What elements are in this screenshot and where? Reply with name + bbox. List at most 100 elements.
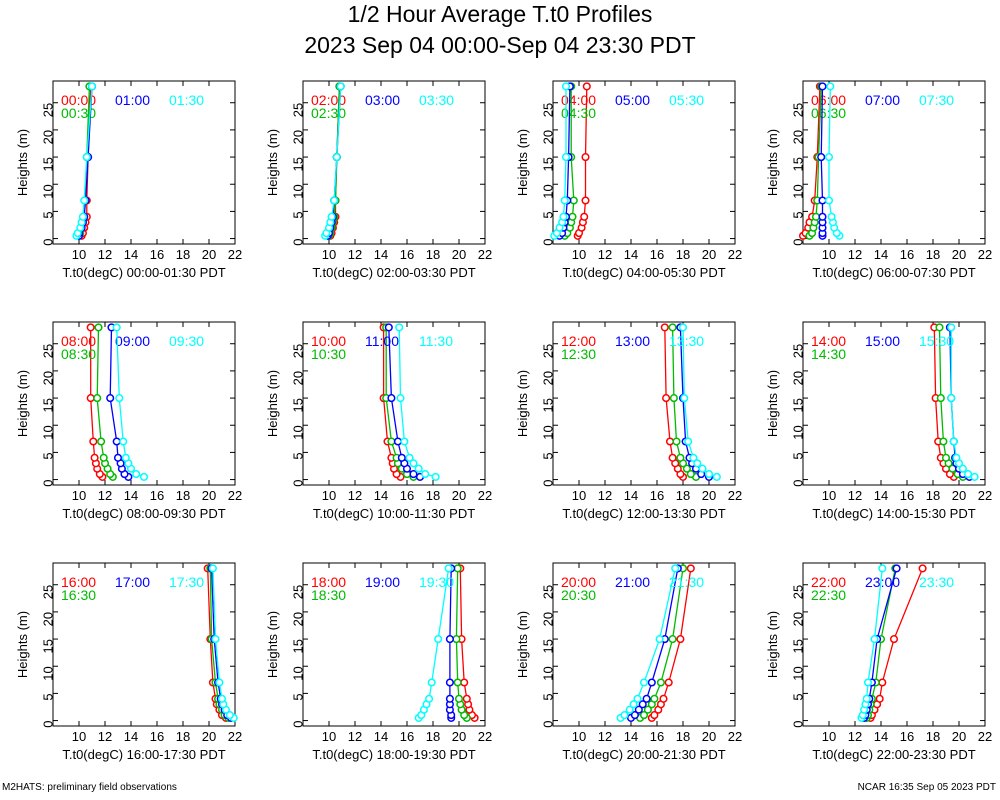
data-point — [826, 82, 835, 91]
data-point — [580, 212, 589, 221]
page-subtitle: 2023 Sep 04 00:00-Sep 04 23:30 PDT — [304, 32, 696, 58]
data-point — [671, 564, 680, 573]
x-tick-label: 22 — [978, 729, 992, 744]
legend-entry: 17:00 — [115, 574, 150, 590]
y-tick-label: 15 — [290, 639, 305, 653]
data-point — [682, 464, 691, 473]
legend-entry: 10:00 — [311, 333, 346, 349]
data-point — [132, 470, 141, 479]
data-point — [112, 323, 121, 332]
x-axis-label: T.t0(degC) 08:00-09:30 PDT — [62, 506, 225, 521]
x-tick-label: 10 — [822, 247, 836, 262]
plot-frame — [802, 321, 986, 486]
legend-entry: 16:00 — [61, 574, 96, 590]
data-point — [660, 323, 669, 332]
data-point — [655, 635, 664, 644]
data-point — [712, 472, 721, 481]
y-axis-label: Heights (m) — [265, 370, 280, 437]
data-point — [672, 437, 681, 446]
data-point — [811, 212, 821, 221]
y-tick-label: 0 — [540, 480, 555, 487]
legend-entry: 20:00 — [561, 574, 596, 590]
x-tick-label: 22 — [728, 488, 742, 503]
data-point — [559, 212, 568, 221]
y-tick-label: 10 — [40, 425, 55, 439]
data-point — [947, 394, 956, 403]
y-axis-label: Heights (m) — [765, 370, 780, 437]
legend-entry: 13:30 — [669, 333, 704, 349]
data-point — [453, 564, 462, 573]
y-tick-label: 25 — [40, 344, 55, 358]
legend-entry: 03:00 — [365, 92, 400, 108]
profile-panel: 10 12 14 16 18 20 22 0 5 10 15 20 25 T.t0(degC) 18:00… — [265, 562, 492, 762]
y-tick-label: 5 — [40, 211, 55, 218]
y-tick-label: 25 — [790, 103, 805, 117]
data-point — [208, 564, 217, 573]
data-point — [870, 635, 879, 644]
data-point — [330, 196, 339, 205]
x-tick-label: 12 — [98, 247, 112, 262]
legend-entry: 11:30 — [419, 333, 453, 349]
data-point — [106, 394, 115, 403]
y-tick-label: 20 — [290, 371, 305, 385]
data-point — [560, 196, 569, 205]
data-point — [445, 635, 454, 644]
y-tick-label: 20 — [40, 612, 55, 626]
y-tick-label: 5 — [290, 211, 305, 218]
y-tick-label: 0 — [790, 721, 805, 728]
x-tick-label: 22 — [978, 488, 992, 503]
x-tick-label: 12 — [348, 488, 362, 503]
data-point — [665, 437, 675, 446]
data-point — [668, 453, 677, 462]
data-point — [327, 212, 336, 221]
x-axis-label: T.t0(degC) 04:00-05:30 PDT — [562, 265, 725, 280]
y-axis-label: Heights (m) — [515, 611, 530, 678]
data-point — [817, 153, 826, 162]
plot-frame — [302, 562, 486, 727]
y-tick-label: 0 — [790, 480, 805, 487]
x-tick-label: 20 — [452, 729, 466, 744]
x-axis-label: T.t0(degC) 06:00-07:30 PDT — [812, 265, 975, 280]
y-tick-label: 25 — [540, 103, 555, 117]
y-tick-label: 0 — [290, 721, 305, 728]
legend-entry: 09:00 — [115, 333, 150, 349]
x-axis-label: T.t0(degC) 18:00-19:30 PDT — [312, 747, 475, 762]
footer-timestamp: NCAR 16:35 Sep 05 2023 PDT — [857, 782, 996, 793]
data-point — [862, 694, 871, 703]
data-point — [662, 394, 671, 403]
y-axis-label: Heights (m) — [765, 611, 780, 678]
y-tick-label: 25 — [40, 585, 55, 599]
y-tick-label: 5 — [540, 693, 555, 700]
profile-panel: 10 12 14 16 18 20 22 0 5 10 15 20 25 T.t0(degC) 12:00… — [515, 321, 742, 521]
legend-entry: 21:00 — [615, 574, 650, 590]
data-point — [625, 705, 634, 714]
data-point — [664, 678, 673, 687]
data-point — [698, 464, 707, 473]
data-point — [936, 394, 945, 403]
x-tick-label: 16 — [650, 488, 664, 503]
data-point — [581, 153, 590, 162]
legend-entry: 00:30 — [61, 105, 96, 121]
series-line — [116, 327, 145, 478]
y-tick-label: 20 — [790, 130, 805, 144]
legend-entry: 15:30 — [919, 333, 954, 349]
data-point — [93, 394, 102, 403]
data-point — [633, 694, 642, 703]
data-point — [824, 153, 834, 162]
x-tick-label: 12 — [98, 729, 112, 744]
y-tick-label: 15 — [790, 398, 805, 412]
y-tick-label: 15 — [290, 157, 305, 171]
data-point — [86, 323, 95, 332]
data-point — [958, 464, 967, 473]
x-tick-label: 14 — [624, 488, 638, 503]
data-point — [86, 394, 95, 403]
x-tick-label: 18 — [176, 247, 190, 262]
legend-entry: 08:00 — [61, 333, 96, 349]
x-tick-label: 14 — [124, 488, 138, 503]
x-axis-label: T.t0(degC) 20:00-21:30 PDT — [562, 747, 725, 762]
x-tick-label: 22 — [228, 247, 242, 262]
legend-entry: 00:00 — [61, 92, 96, 108]
y-axis-label: Heights (m) — [265, 129, 280, 196]
plot-frame — [52, 80, 236, 245]
x-tick-label: 10 — [72, 488, 86, 503]
